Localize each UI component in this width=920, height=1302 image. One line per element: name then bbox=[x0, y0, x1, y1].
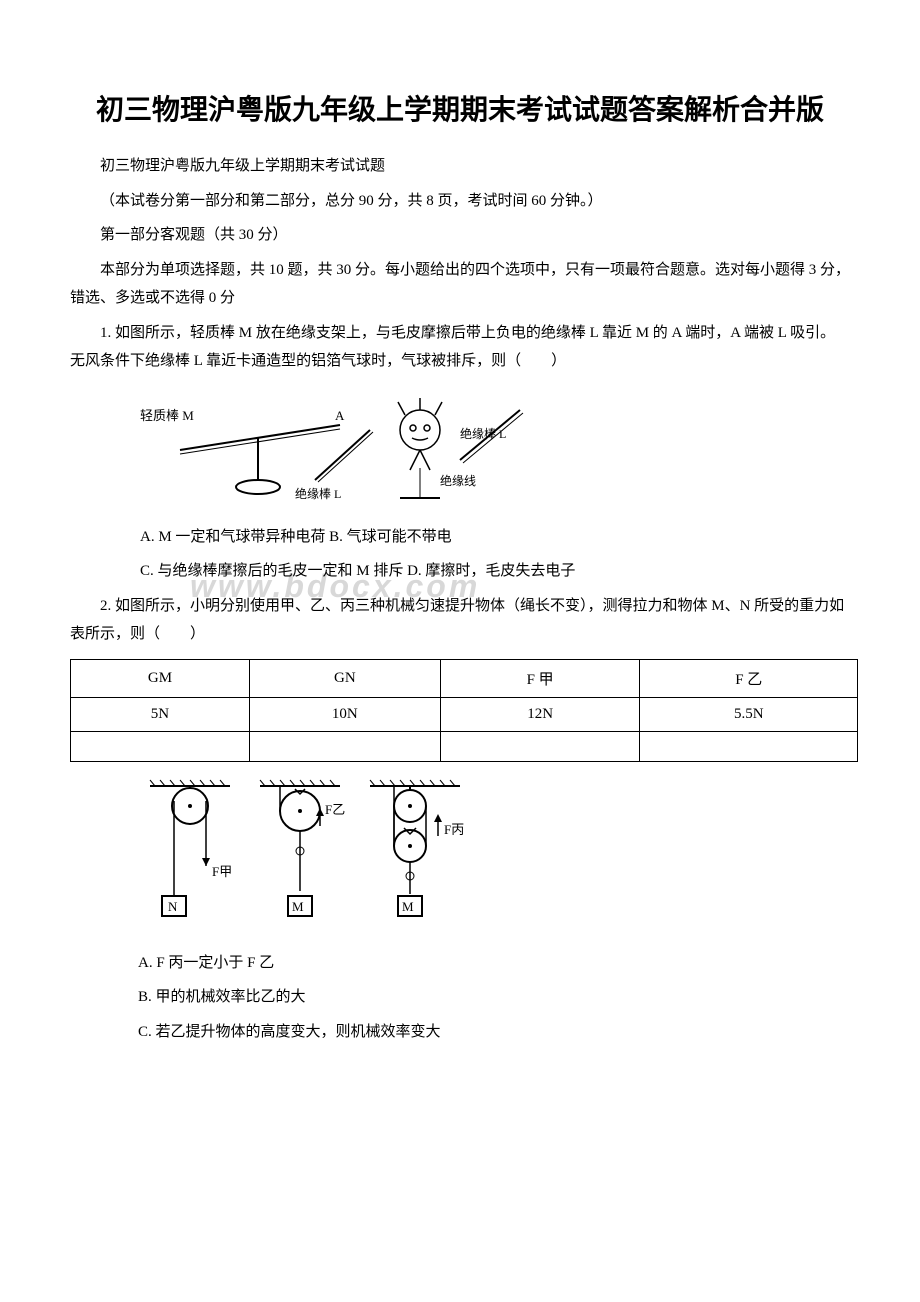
q1-opt-cd: C. 与绝缘棒摩擦后的毛皮一定和 M 排斥 D. 摩擦时，毛皮失去电子 bbox=[140, 557, 850, 586]
table-cell: 5N bbox=[71, 697, 250, 731]
section1-header: 第一部分客观题（共 30 分） bbox=[70, 221, 850, 250]
label-f-jia: F甲 bbox=[212, 864, 232, 879]
label-rod-l-left: 绝缘棒 L bbox=[295, 486, 341, 501]
label-f-yi: F乙 bbox=[325, 802, 345, 817]
table-header: GN bbox=[249, 659, 440, 697]
q2-stem: 2. 如图所示，小明分别使用甲、乙、丙三种机械匀速提升物体（绳长不变），测得拉力… bbox=[70, 592, 850, 649]
label-rod-m: 轻质棒 M bbox=[140, 408, 194, 423]
table-cell-empty bbox=[249, 731, 440, 761]
subtitle: 初三物理沪粤版九年级上学期期末考试试题 bbox=[70, 152, 850, 181]
page-title: 初三物理沪粤版九年级上学期期末考试试题答案解析合并版 bbox=[70, 90, 850, 132]
table-cell: 10N bbox=[249, 697, 440, 731]
label-box-m1: M bbox=[292, 899, 304, 914]
table-cell-empty bbox=[440, 731, 640, 761]
q2-table: GM GN F 甲 F 乙 5N 10N 12N 5.5N bbox=[70, 659, 858, 762]
section1-desc: 本部分为单项选择题，共 10 题，共 30 分。每小题给出的四个选项中，只有一项… bbox=[70, 256, 850, 313]
table-cell: 12N bbox=[440, 697, 640, 731]
exam-info: （本试卷分第一部分和第二部分，总分 90 分，共 8 页，考试时间 60 分钟。… bbox=[70, 187, 850, 216]
q2-figure: F甲 N F乙 M bbox=[140, 776, 850, 941]
table-header: GM bbox=[71, 659, 250, 697]
table-cell-empty bbox=[71, 731, 250, 761]
label-f-bing: F丙 bbox=[444, 822, 464, 837]
label-point-a: A bbox=[335, 408, 345, 423]
table-header: F 乙 bbox=[640, 659, 858, 697]
document-content: 初三物理沪粤版九年级上学期期末考试试题答案解析合并版 初三物理沪粤版九年级上学期… bbox=[70, 90, 850, 1046]
q1-stem: 1. 如图所示，轻质棒 M 放在绝缘支架上，与毛皮摩擦后带上负电的绝缘棒 L 靠… bbox=[70, 319, 850, 376]
table-header: F 甲 bbox=[440, 659, 640, 697]
label-rod-l-right: 绝缘棒 L bbox=[460, 426, 506, 441]
q2-opt-c: C. 若乙提升物体的高度变大，则机械效率变大 bbox=[138, 1018, 850, 1047]
table-cell-empty bbox=[640, 731, 858, 761]
q2-opt-b: B. 甲的机械效率比乙的大 bbox=[138, 983, 850, 1012]
label-box-n: N bbox=[168, 899, 178, 914]
label-thread: 绝缘线 bbox=[440, 473, 476, 488]
q1-opt-ab: A. M 一定和气球带异种电荷 B. 气球可能不带电 bbox=[140, 523, 850, 552]
table-cell: 5.5N bbox=[640, 697, 858, 731]
q1-figure: 轻质棒 M A 绝缘棒 L 绝缘线 绝缘棒 L bbox=[140, 390, 850, 515]
q2-opt-a: A. F 丙一定小于 F 乙 bbox=[138, 949, 850, 978]
label-box-m2: M bbox=[402, 899, 414, 914]
